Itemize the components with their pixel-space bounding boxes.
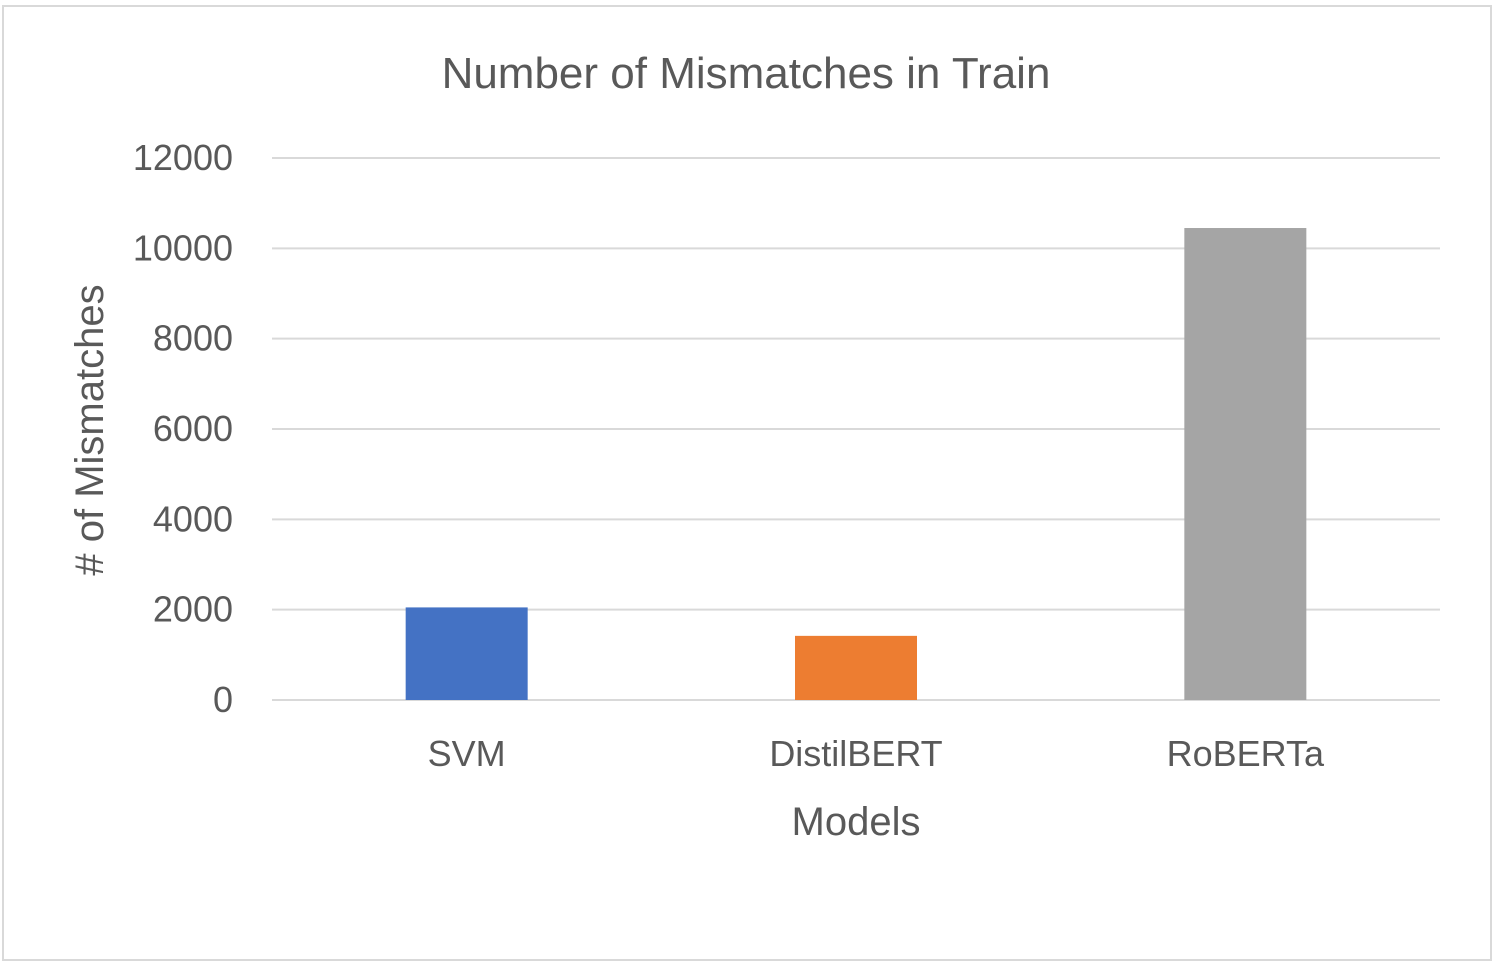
bar-distilbert (795, 635, 917, 700)
bars (405, 228, 1307, 700)
x-tick-label: RoBERTa (1167, 733, 1325, 774)
x-tick-label: DistilBERT (769, 733, 942, 774)
y-tick-label: 8000 (153, 318, 233, 359)
y-tick-label: 6000 (153, 408, 233, 449)
y-tick-label: 2000 (153, 589, 233, 630)
chart-title: Number of Mismatches in Train (442, 49, 1051, 98)
y-tick-label: 4000 (153, 498, 233, 539)
x-axis-label: Models (792, 800, 921, 844)
bar-roberta (1184, 228, 1307, 700)
x-tick-labels: SVM DistilBERT RoBERTa (428, 733, 1325, 774)
y-axis-label: # of Mismatches (68, 284, 112, 575)
y-tick-label: 12000 (133, 137, 233, 178)
bar-svm (405, 607, 528, 700)
y-tick-label: 10000 (133, 227, 233, 268)
x-tick-label: SVM (428, 733, 506, 774)
y-tick-label: 0 (213, 679, 233, 720)
y-tick-labels: 0 2000 4000 6000 8000 10000 12000 (133, 137, 233, 720)
